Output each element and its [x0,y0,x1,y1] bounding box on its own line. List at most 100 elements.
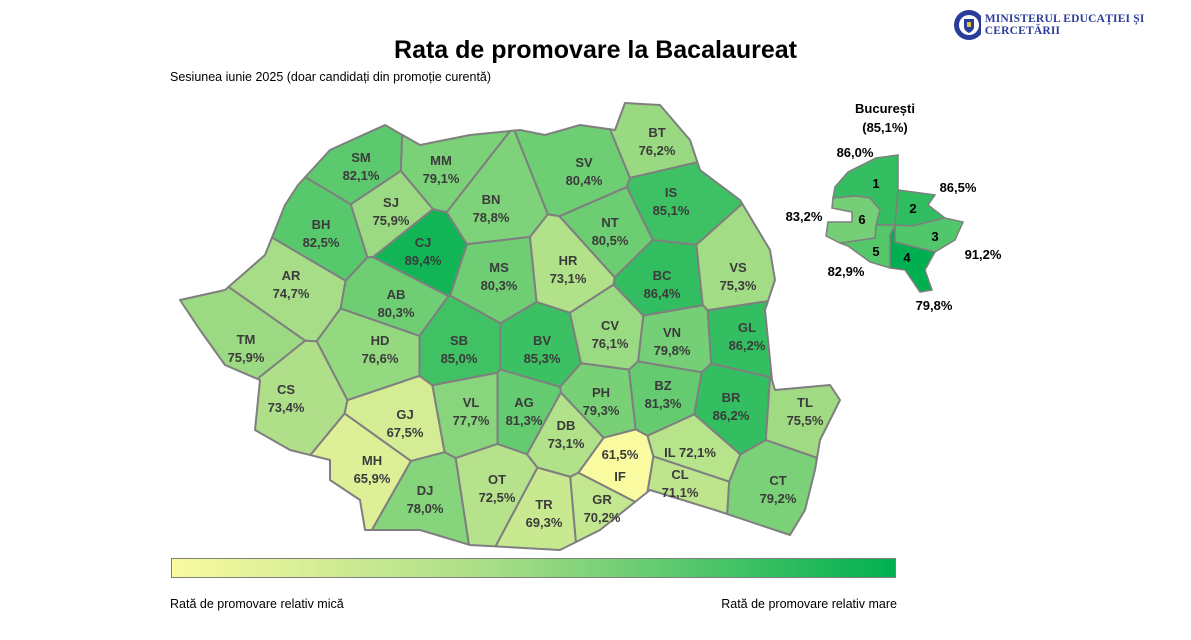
county-code: VN [663,325,681,340]
county-tr[interactable] [494,466,577,551]
county-code: DJ [417,483,434,498]
county-rate: 78,8% [473,210,510,225]
county-rate: 72,5% [479,490,516,505]
ministry-logo: MINISTERUL EDUCAȚIEI ȘI CERCETĂRII [953,9,1191,41]
county-rate: 75,9% [373,213,410,228]
county-code: GJ [396,407,413,422]
county-code: BN [482,192,501,207]
sector-number: 3 [931,229,938,244]
county-rate: 61,5% [602,447,639,462]
sector-rate: 86,0% [837,145,874,160]
sector-number: 2 [909,201,916,216]
county-rate: 80,3% [481,278,518,293]
county-code: CT [769,473,786,488]
sector-rate: 86,5% [940,180,977,195]
county-code: CV [601,318,619,333]
bucharest-sector-6[interactable] [825,195,881,244]
county-rate: 79,3% [583,403,620,418]
page-subtitle: Sesiunea iunie 2025 (doar candidați din … [170,70,492,84]
county-code: GR [592,492,612,507]
county-rate: 76,6% [362,351,399,366]
county-rate: 86,4% [644,286,681,301]
county-rate: 72,1% [679,445,716,460]
county-rate: 79,1% [423,171,460,186]
county-rate: 82,1% [343,168,380,183]
bucharest-inset-title: București (85,1%) [830,99,940,137]
county-code: BH [312,217,331,232]
county-code: TR [535,497,553,512]
county-code: MM [430,153,452,168]
county-code: CJ [415,235,432,250]
county-code: AB [387,287,406,302]
county-code: CL [671,467,688,482]
county-rate: 82,5% [303,235,340,250]
county-rate: 76,1% [592,336,629,351]
sector-number: 5 [872,244,879,259]
county-rate: 77,7% [453,413,490,428]
county-rate: 73,1% [550,271,587,286]
county-code: IL [664,445,679,460]
county-rate: 85,3% [524,351,561,366]
county-code: VL [463,395,480,410]
county-rate: 73,1% [548,436,585,451]
county-rate: 75,9% [228,350,265,365]
county-ct[interactable] [726,439,819,536]
page-title: Rata de promovare la Bacalaureat [394,36,797,64]
county-code: PH [592,385,610,400]
county-code: HD [371,333,390,348]
county-rate: 80,3% [378,305,415,320]
county-rate: 76,2% [639,143,676,158]
county-code: BV [533,333,551,348]
county-code: BC [653,268,672,283]
county-rate: 74,7% [273,286,310,301]
county-code: HR [559,253,578,268]
county-rate: 67,5% [387,425,424,440]
county-code: MH [362,453,382,468]
sector-number: 4 [903,250,911,265]
bucharest-total: (85,1%) [862,120,908,135]
sector-rate: 91,2% [965,247,1002,262]
county-rate: 70,2% [584,510,621,525]
sector-number: 1 [872,176,879,191]
county-code: DB [557,418,576,433]
county-rate: 71,1% [662,485,699,500]
county-rate: 85,0% [441,351,478,366]
sector-number: 6 [858,212,865,227]
county-code: GL [738,320,756,335]
county-rate: 81,3% [645,396,682,411]
county-tl[interactable] [764,374,841,459]
county-code: SM [351,150,371,165]
county-code: SB [450,333,468,348]
county-code: OT [488,472,506,487]
county-code: CS [277,382,295,397]
county-code: AR [282,268,301,283]
legend-high-label: Rată de promovare relativ mare [721,597,897,611]
county-rate: 81,3% [506,413,543,428]
county-code: IS [665,185,678,200]
county-code: BT [648,125,665,140]
county-code: MS [489,260,509,275]
county-tm[interactable] [179,285,307,380]
county-rate: 86,2% [729,338,766,353]
sector-rate: 83,2% [786,209,823,224]
county-code: TM [237,332,256,347]
county-rate: 86,2% [713,408,750,423]
county-rate: 75,5% [787,413,824,428]
county-label-il: IL 72,1% [664,445,716,460]
county-rate: 69,3% [526,515,563,530]
ministry-name: MINISTERUL EDUCAȚIEI ȘI CERCETĂRII [984,13,1145,37]
county-mh[interactable] [309,412,412,531]
county-rate: 65,9% [354,471,391,486]
county-rate: 75,3% [720,278,757,293]
county-code: VS [729,260,747,275]
county-rate: 78,0% [407,501,444,516]
county-code: SV [575,155,593,170]
county-code: BZ [654,378,671,393]
county-code: AG [514,395,534,410]
county-rate: 73,4% [268,400,305,415]
county-code: TL [797,395,813,410]
county-rate: 80,5% [592,233,629,248]
county-code: BR [722,390,741,405]
